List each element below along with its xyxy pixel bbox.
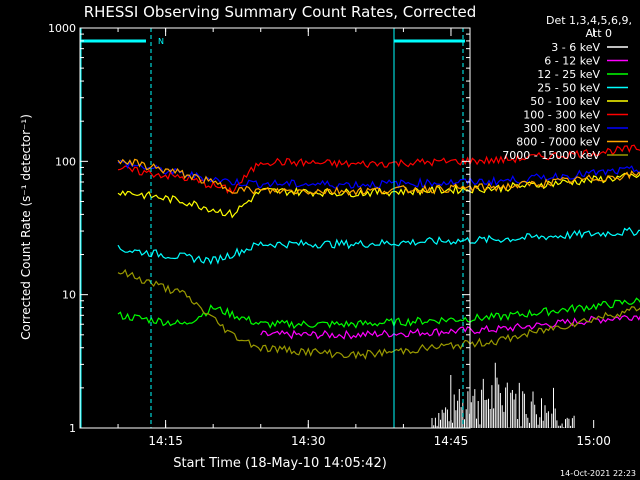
- plot-area: N: [80, 28, 640, 428]
- y-tick-label: 10: [62, 289, 76, 302]
- x-axis-label: Start Time (18-May-10 14:05:42): [173, 456, 387, 471]
- axes: 110100100014:1514:3014:4515:0015:1515:30…: [48, 22, 611, 448]
- timestamp: 14-Oct-2021 22:23: [560, 469, 636, 478]
- legend-label: 12 - 25 keV: [537, 68, 600, 81]
- series-line-6-12-kev: [260, 315, 640, 340]
- y-tick-label: 100: [55, 155, 76, 168]
- x-tick-label: 14:30: [291, 434, 326, 448]
- series-line-300-800-kev: [117, 159, 640, 189]
- y-tick-label: 1: [69, 422, 76, 435]
- legend-label: 800 - 7000 keV: [516, 136, 600, 149]
- series-line-25-50-kev: [117, 226, 640, 266]
- legend-title-line1: Det 1,3,4,5,6,9,: [546, 14, 632, 27]
- legend-label: 6 - 12 keV: [544, 55, 600, 68]
- legend-label: 100 - 300 keV: [523, 109, 600, 122]
- x-tick-label: 14:15: [148, 434, 183, 448]
- series-line-7000-15000-kev: [117, 268, 640, 360]
- x-tick-label: 14:45: [434, 434, 469, 448]
- legend-label: 7000 - 15000 keV: [502, 149, 600, 162]
- night-marker-label: N: [158, 37, 164, 46]
- chart-title: RHESSI Observing Summary Count Rates, Co…: [84, 3, 477, 21]
- legend-label: 3 - 6 keV: [551, 41, 600, 54]
- y-tick-label: 1000: [48, 22, 76, 35]
- series-line-50-100-kev: [117, 172, 640, 219]
- legend-label: 50 - 100 keV: [530, 95, 600, 108]
- series-line-100-300-kev: [117, 144, 640, 195]
- legend-title-line2: Att 0: [586, 27, 612, 40]
- legend-label: 300 - 800 keV: [523, 122, 600, 135]
- legend-label: 25 - 50 keV: [537, 82, 600, 95]
- y-axis-label: Corrected Count Rate (s⁻¹ detector⁻¹): [19, 114, 33, 340]
- series-line-800-7000-kev: [117, 158, 640, 196]
- x-tick-label: 15:00: [576, 434, 611, 448]
- plot-frame: [79, 27, 471, 429]
- series-line-12-25-kev: [117, 297, 640, 330]
